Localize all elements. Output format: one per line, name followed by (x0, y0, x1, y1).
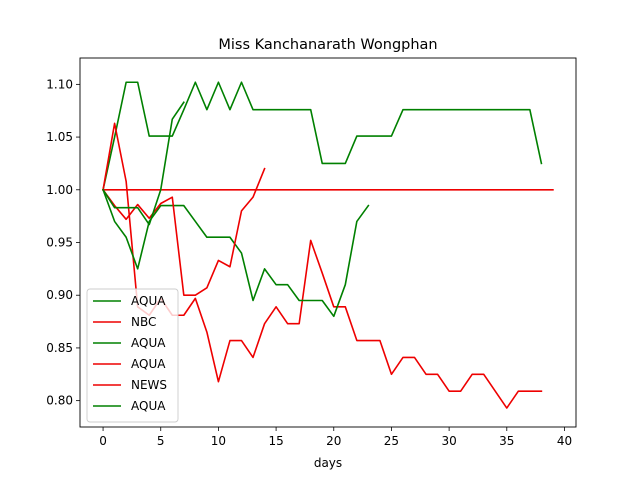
x-tick-label: 0 (99, 434, 107, 448)
y-tick-label: 0.80 (46, 394, 73, 408)
chart-title: Miss Kanchanarath Wongphan (218, 37, 437, 53)
y-tick-label: 0.85 (46, 341, 73, 355)
x-tick-label: 40 (557, 434, 572, 448)
legend-label: NEWS (131, 378, 167, 392)
series-line-6 (101, 101, 185, 226)
series-line-1 (102, 81, 543, 191)
x-axis: 0 5 10 15 20 25 30 35 40 (99, 427, 572, 448)
x-tick-label: 15 (268, 434, 283, 448)
legend-label: AQUA (131, 294, 166, 308)
x-tick-label: 10 (211, 434, 226, 448)
x-tick-label: 30 (441, 434, 456, 448)
y-tick-label: 1.10 (46, 77, 73, 91)
y-tick-label: 1.00 (46, 183, 73, 197)
x-tick-label: 35 (499, 434, 514, 448)
x-tick-label: 5 (157, 434, 165, 448)
legend-label: AQUA (131, 399, 166, 413)
x-tick-label: 20 (326, 434, 341, 448)
x-axis-label: days (314, 456, 342, 470)
series-line-3 (102, 188, 370, 318)
y-axis: 0.80 0.85 0.90 0.95 1.00 1.05 1.10 (46, 77, 80, 408)
series-line-4 (101, 167, 266, 297)
legend-label: AQUA (131, 357, 166, 371)
x-tick-label: 25 (384, 434, 399, 448)
y-tick-label: 0.95 (46, 236, 73, 250)
legend-label: AQUA (131, 336, 166, 350)
legend: AQUA NBC AQUA AQUA NEWS AQUA (86, 288, 179, 423)
legend-label: NBC (131, 315, 156, 329)
y-tick-label: 0.90 (46, 288, 73, 302)
y-tick-label: 1.05 (46, 130, 73, 144)
